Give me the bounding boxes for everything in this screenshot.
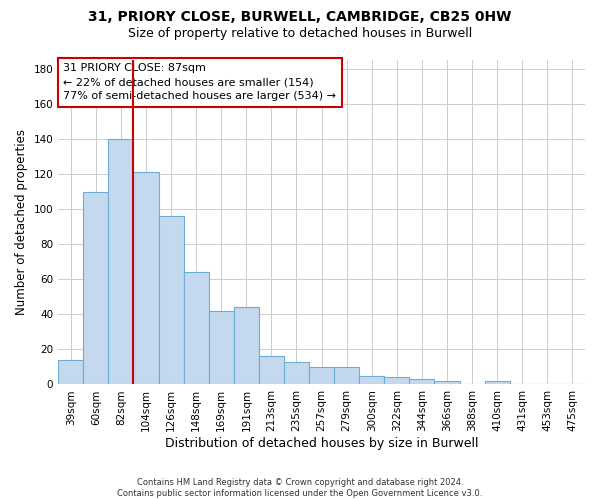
- Bar: [309, 367, 334, 384]
- Bar: [259, 356, 284, 384]
- Bar: [359, 376, 385, 384]
- Bar: [109, 139, 133, 384]
- Bar: [158, 216, 184, 384]
- Text: Size of property relative to detached houses in Burwell: Size of property relative to detached ho…: [128, 28, 472, 40]
- Bar: [409, 379, 434, 384]
- Bar: [83, 192, 109, 384]
- Bar: [209, 311, 234, 384]
- Bar: [184, 272, 209, 384]
- Bar: [434, 381, 460, 384]
- Bar: [385, 378, 409, 384]
- Bar: [485, 381, 510, 384]
- Bar: [234, 308, 259, 384]
- Bar: [58, 360, 83, 384]
- Y-axis label: Number of detached properties: Number of detached properties: [15, 129, 28, 315]
- Bar: [133, 172, 158, 384]
- Bar: [334, 367, 359, 384]
- Bar: [284, 362, 309, 384]
- Text: 31, PRIORY CLOSE, BURWELL, CAMBRIDGE, CB25 0HW: 31, PRIORY CLOSE, BURWELL, CAMBRIDGE, CB…: [88, 10, 512, 24]
- Text: 31 PRIORY CLOSE: 87sqm
← 22% of detached houses are smaller (154)
77% of semi-de: 31 PRIORY CLOSE: 87sqm ← 22% of detached…: [64, 63, 337, 101]
- Text: Contains HM Land Registry data © Crown copyright and database right 2024.
Contai: Contains HM Land Registry data © Crown c…: [118, 478, 482, 498]
- X-axis label: Distribution of detached houses by size in Burwell: Distribution of detached houses by size …: [165, 437, 478, 450]
